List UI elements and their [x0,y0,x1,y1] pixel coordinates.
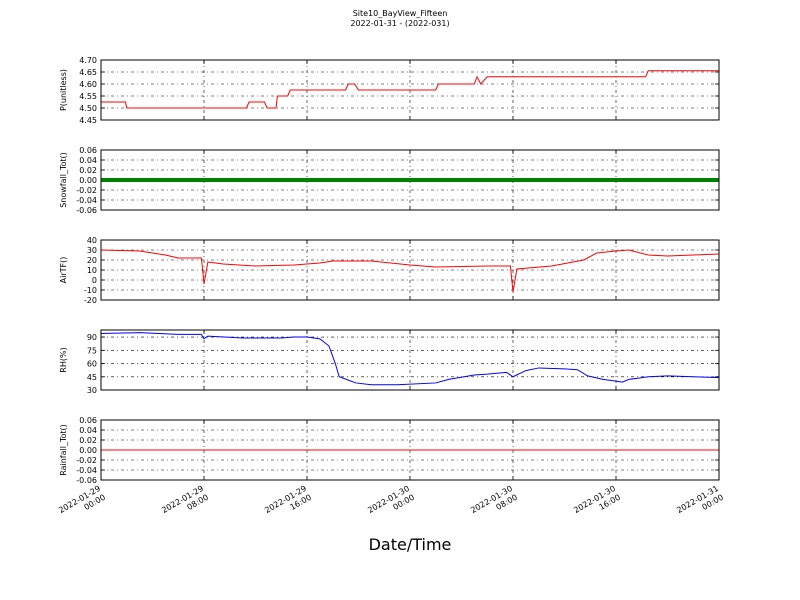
y-tick-label: -0.04 [76,466,97,475]
axes-frame [100,59,720,121]
y-tick-label: -0.04 [76,196,97,205]
y-tick-label: 30 [87,386,97,395]
y-tick-label: 0.06 [79,416,97,425]
y-tick-label: 4.65 [79,68,97,77]
axes-frame [100,149,720,211]
y-tick-label: -10 [84,286,97,295]
x-axis-label: Date/Time [369,535,452,554]
axes-frame [100,419,720,481]
y-tick-label: 45 [87,373,97,382]
plot-area [101,70,719,109]
data-line [101,249,719,293]
chart-title: Site10_BayView_Fifteen [353,9,448,18]
y-tick-label: 75 [87,346,97,355]
y-tick-label: -0.06 [76,476,97,485]
y-tick-label: 0.06 [79,146,97,155]
y-axis-label: P(unitless) [59,69,68,111]
y-tick-label: -20 [84,296,97,305]
y-tick-label: 40 [87,236,97,245]
y-tick-label: 60 [87,360,97,369]
y-tick-label: -0.06 [76,206,97,215]
y-tick-label: 30 [87,246,97,255]
y-axis-label: Snowfall_Tot() [59,152,68,208]
plot-area [101,332,719,386]
y-tick-label: -0.02 [76,186,97,195]
y-axis-label: AirTF() [59,257,68,284]
y-tick-label: 4.60 [79,80,97,89]
data-line [101,70,719,109]
y-tick-label: 0.02 [79,436,97,445]
y-tick-label: 0.00 [79,446,97,455]
y-tick-label: 90 [87,333,97,342]
axes-frame [100,239,720,301]
y-tick-label: 4.55 [79,92,97,101]
chart-subtitle: 2022-01-31 - (2022-031) [350,19,449,28]
y-tick-label: -0.02 [76,456,97,465]
plot-area [101,249,719,293]
y-tick-label: 0.04 [79,426,97,435]
y-tick-label: 20 [87,256,97,265]
y-axis-label: RH(%) [59,347,68,372]
axes-frame [100,329,720,391]
y-tick-label: 4.50 [79,104,97,113]
y-tick-label: 10 [87,266,97,275]
y-axis-label: Rainfall_Tot() [59,424,68,476]
data-line [101,332,719,386]
y-tick-label: 4.45 [79,116,97,125]
y-tick-label: 0.00 [79,176,97,185]
y-tick-label: 4.70 [79,56,97,65]
y-tick-label: 0.02 [79,166,97,175]
y-tick-label: 0.04 [79,156,97,165]
y-tick-label: 0 [92,276,97,285]
